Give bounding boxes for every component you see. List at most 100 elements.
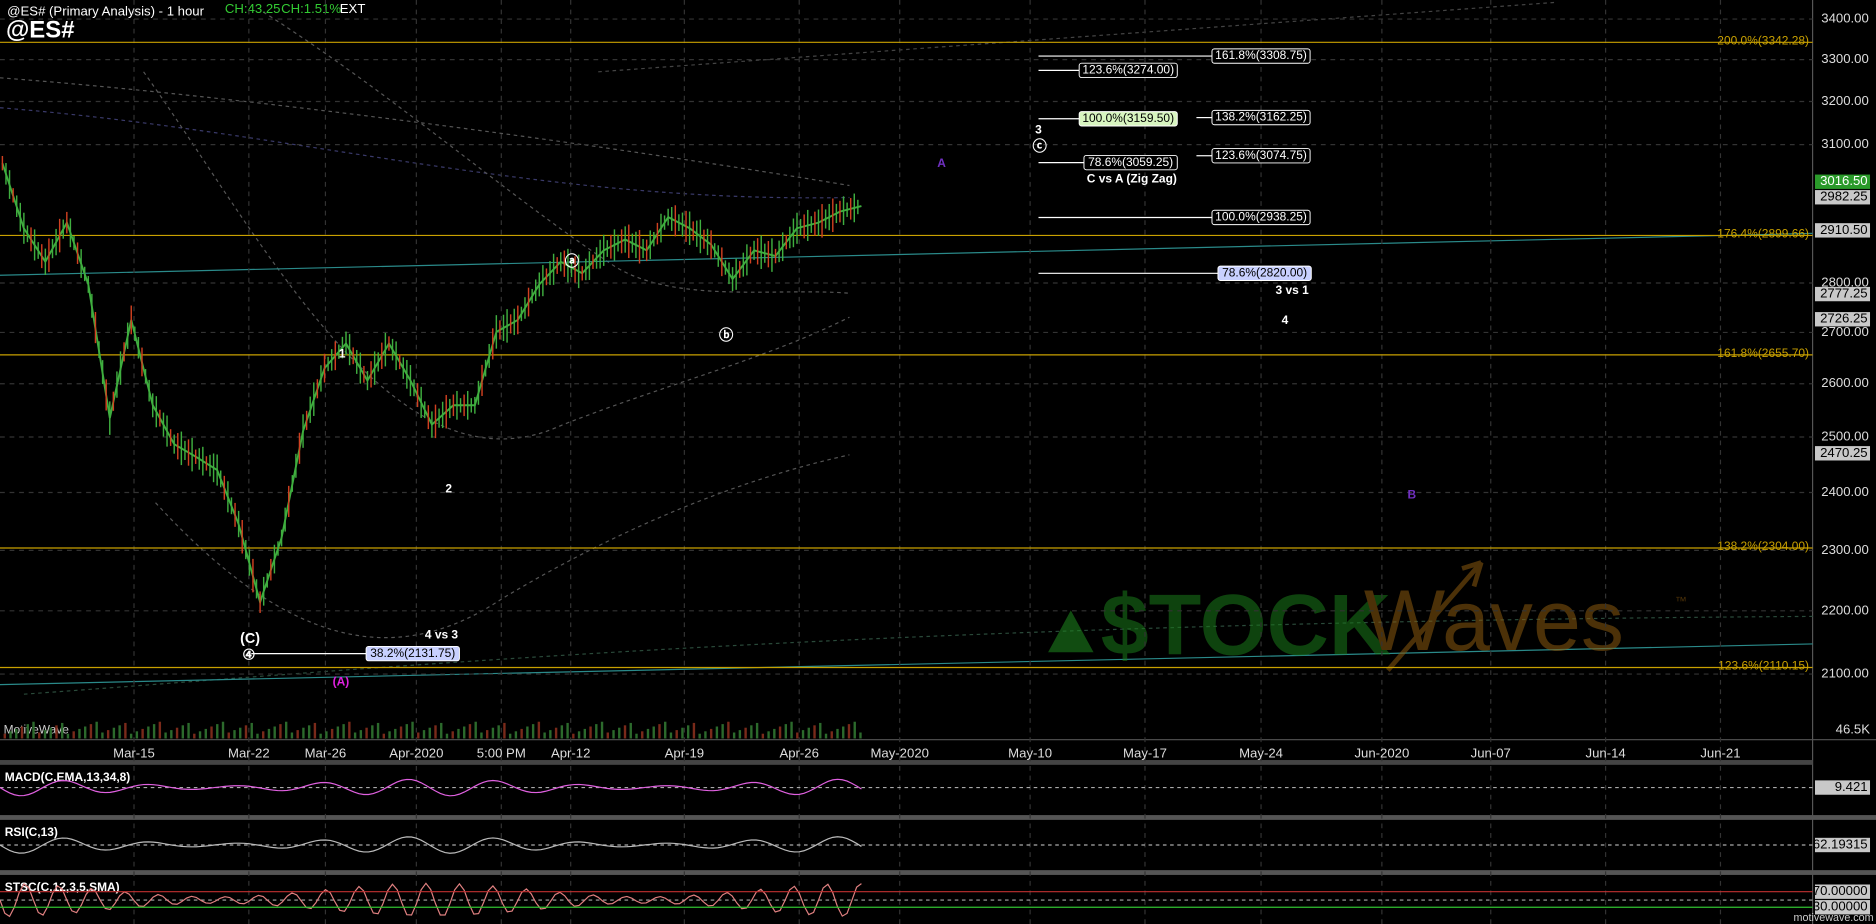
price-marker-label: 2910.50 xyxy=(1820,222,1868,237)
annotation: 3 vs 1 xyxy=(1276,283,1310,297)
logo-tm: ™ xyxy=(1675,594,1687,608)
wave-label: ⓐ xyxy=(565,252,580,270)
wave-label: 3 xyxy=(1035,123,1042,137)
title: @ES# (Primary Analysis) - 1 hour xyxy=(7,3,204,18)
url: motivewave.com xyxy=(1794,912,1874,924)
target-label: 78.6%(3059.25) xyxy=(1088,155,1173,169)
fib-label: 161.8%(2655.70) xyxy=(1717,346,1809,360)
indicator-value: 62.19315 xyxy=(1813,836,1868,851)
indicator-name: RSI(C,13) xyxy=(5,825,58,839)
wave-label: ④ xyxy=(242,648,255,664)
target-box xyxy=(1211,48,1311,64)
wave-label: ⓒ xyxy=(1033,137,1048,155)
separator xyxy=(0,870,1876,875)
target-box xyxy=(365,645,460,662)
x-tick-label: Jun-07 xyxy=(1471,746,1511,761)
price-marker xyxy=(1814,223,1871,238)
x-tick-label: Mar-22 xyxy=(228,746,270,761)
ma-line xyxy=(262,11,850,294)
x-tick-label: May-17 xyxy=(1123,746,1167,761)
indicator-name: STSC(C,12,3,5,SMA) xyxy=(5,880,120,894)
price-marker xyxy=(1814,286,1871,302)
wave-label: B xyxy=(1407,488,1416,502)
x-tick-label: Mar-15 xyxy=(113,746,155,761)
x-tick-label: Jun-21 xyxy=(1700,746,1740,761)
y-tick-label: 2700.00 xyxy=(1821,324,1869,339)
y-tick-label: 2400.00 xyxy=(1821,484,1869,499)
annotation: 4 vs 3 xyxy=(425,628,459,642)
fib-label: 138.2%(2304.00) xyxy=(1717,539,1809,553)
target-label: 78.6%(2820.00) xyxy=(1222,265,1307,279)
indicator-level-box xyxy=(1814,900,1871,915)
wave-label: (C) xyxy=(240,631,260,647)
price-marker-label: 2982.25 xyxy=(1820,189,1868,204)
change-pct: CH:1.51% xyxy=(281,1,341,16)
wave-label: A xyxy=(937,156,946,170)
wave-label: 1 xyxy=(339,346,346,360)
y-tick-label: 3100.00 xyxy=(1821,136,1869,151)
indicator-line xyxy=(0,882,862,918)
x-tick-label: May-2020 xyxy=(870,746,929,761)
x-tick-label: Apr-12 xyxy=(551,746,590,761)
ma-line xyxy=(0,107,850,199)
wave-label: ⓑ xyxy=(719,326,734,344)
x-tick-label: Jun-14 xyxy=(1585,746,1625,761)
price-marker xyxy=(1814,174,1871,189)
x-tick-label: Apr-19 xyxy=(665,746,704,761)
target-box xyxy=(1211,109,1311,126)
separator xyxy=(0,760,1813,765)
y-tick-label: 2800.00 xyxy=(1821,274,1869,289)
target-label: 161.8%(3308.75) xyxy=(1215,48,1307,62)
separator xyxy=(0,815,1876,820)
symbol: @ES# xyxy=(6,16,75,43)
trend-line xyxy=(0,232,1813,276)
indicator-value: 9.421 xyxy=(1835,779,1868,794)
change: CH:43.25 xyxy=(225,1,281,16)
price-marker xyxy=(1814,190,1871,205)
target-box xyxy=(1083,154,1178,171)
target-label: 138.2%(3162.25) xyxy=(1215,110,1307,124)
logo-arrow xyxy=(1048,610,1094,653)
x-tick-label: Mar-26 xyxy=(305,746,347,761)
x-tick-label: Jun-2020 xyxy=(1354,746,1409,761)
ma-line xyxy=(143,71,850,440)
target-box xyxy=(1211,209,1311,226)
target-label: 123.6%(3074.75) xyxy=(1215,148,1307,162)
ma-line xyxy=(0,77,850,187)
target-label: 100.0%(3159.50) xyxy=(1082,111,1174,125)
trend-line xyxy=(598,1,1556,73)
target-box xyxy=(1217,265,1312,281)
annotation: C vs A (Zig Zag) xyxy=(1087,172,1177,186)
wave-label: 2 xyxy=(445,482,452,496)
moving-averages xyxy=(0,1,1813,695)
fib-label: 176.4%(2899.66) xyxy=(1717,226,1809,240)
x-tick-label: May-10 xyxy=(1008,746,1052,761)
target-label: 123.6%(3274.00) xyxy=(1082,63,1174,77)
x-tick-label: May-24 xyxy=(1239,746,1283,761)
fib-label: 123.6%(2110.15) xyxy=(1718,658,1809,672)
indicator-line xyxy=(0,778,862,797)
indicator-level-label: 70.00000 xyxy=(1813,883,1868,898)
y-tick-label: 3200.00 xyxy=(1821,93,1869,108)
target-box xyxy=(1078,111,1178,127)
price-marker-label: 2470.25 xyxy=(1820,445,1868,460)
price-marker xyxy=(1814,446,1871,461)
logo-right: Waves xyxy=(1364,573,1624,669)
y-tick-label: 2500.00 xyxy=(1821,428,1869,443)
price-marker xyxy=(1814,312,1871,327)
logo-swoosh xyxy=(1386,560,1484,672)
target-label: 38.2%(2131.75) xyxy=(370,646,455,660)
target-box xyxy=(1211,148,1311,164)
y-tick-label: 2200.00 xyxy=(1821,602,1869,617)
y-tick-label: 2600.00 xyxy=(1821,375,1869,390)
x-tick-label: 5:00 PM xyxy=(477,746,526,761)
indicator-level-label: 30.00000 xyxy=(1813,899,1868,914)
price-marker-label: 2726.25 xyxy=(1820,311,1868,326)
fib-label: 200.0%(3342.28) xyxy=(1717,33,1809,47)
price-marker-label: 2777.25 xyxy=(1820,286,1868,301)
y-tick-label: 2100.00 xyxy=(1821,666,1869,681)
indicator-line xyxy=(0,836,862,854)
